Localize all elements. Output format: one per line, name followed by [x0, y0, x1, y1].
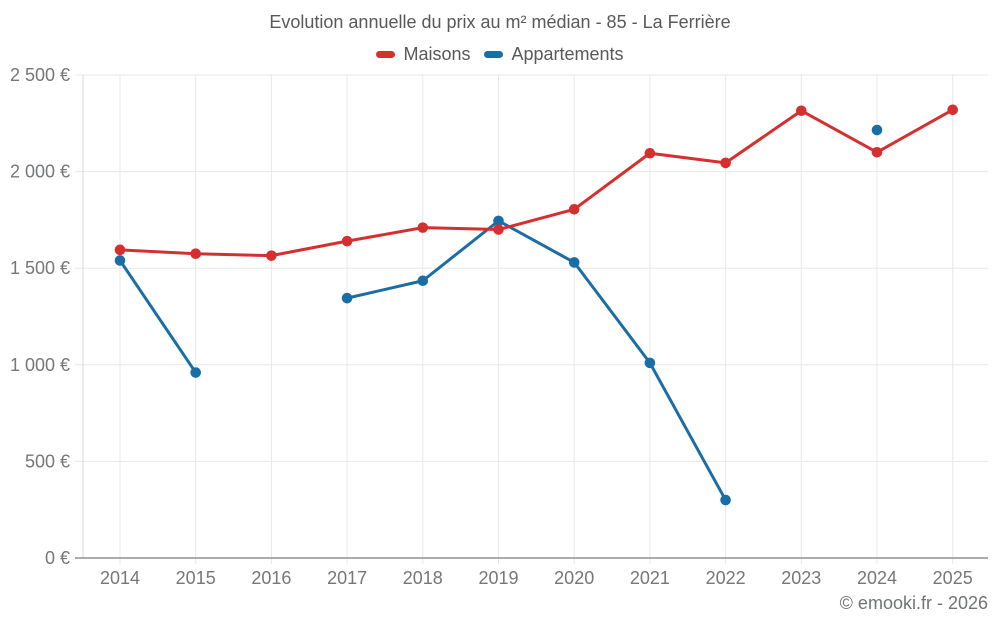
appartements-data-point: [417, 275, 429, 287]
x-axis-tick-label: 2016: [251, 568, 291, 588]
appartements-series-marker-icon: [484, 51, 504, 58]
appartements-data-point: [114, 255, 126, 266]
y-axis-tick-label: 2 000 €: [10, 162, 70, 182]
maisons-data-point: [871, 146, 883, 158]
x-axis-tick-label: 2023: [781, 568, 821, 588]
y-axis-tick-label: 1 500 €: [10, 258, 70, 278]
appartements-data-point: [871, 124, 883, 136]
legend-item-maisons[interactable]: Maisons: [376, 44, 470, 65]
appartements-series-line: [345, 219, 728, 502]
appartements-data-point: [720, 494, 731, 506]
x-axis-tick-label: 2019: [478, 568, 518, 588]
appartements-data-point: [190, 367, 201, 378]
maisons-data-point: [417, 222, 429, 233]
chart-title: Evolution annuelle du prix au m² médian …: [269, 12, 731, 32]
appartements-data-point: [568, 257, 580, 268]
x-axis-tick-label: 2015: [176, 568, 216, 588]
x-axis-tick-label: 2020: [554, 568, 594, 588]
x-axis-tick-label: 2018: [403, 568, 443, 588]
appartements-data-point: [341, 292, 353, 304]
maisons-data-point: [644, 147, 656, 159]
appartements-data-point: [644, 357, 656, 369]
maisons-data-point: [568, 203, 580, 215]
maisons-data-point: [114, 244, 126, 256]
appartements-series-line: [118, 258, 198, 375]
x-axis-tick-label: 2021: [630, 568, 670, 588]
maisons-data-point: [947, 104, 958, 116]
maisons-data-point: [190, 248, 201, 260]
maisons-series-marker-icon: [376, 51, 396, 58]
x-axis-tick-label: 2022: [706, 568, 746, 588]
y-axis-tick-label: 2 500 €: [10, 65, 70, 85]
legend-item-appartements[interactable]: Appartements: [484, 44, 624, 65]
maisons-data-point: [720, 157, 731, 169]
y-axis-tick-label: 500 €: [25, 451, 70, 471]
x-axis-tick-label: 2024: [857, 568, 897, 588]
chart-legend: Maisons Appartements: [0, 44, 1000, 65]
y-axis-tick-label: 1 000 €: [10, 355, 70, 375]
maisons-data-point: [796, 105, 807, 117]
legend-label-appartements: Appartements: [511, 44, 624, 64]
maisons-data-point: [493, 224, 504, 235]
appartements-data-point: [493, 215, 504, 227]
maisons-data-point: [266, 250, 277, 261]
copyright-credit: © emooki.fr - 2026: [839, 593, 988, 613]
maisons-data-point: [341, 235, 353, 247]
x-axis-tick-label: 2017: [327, 568, 367, 588]
y-axis-tick-label: 0 €: [45, 548, 70, 568]
x-axis-tick-label: 2014: [100, 568, 140, 588]
legend-label-maisons: Maisons: [403, 44, 471, 64]
maisons-series-line: [118, 108, 955, 258]
x-axis-tick-label: 2025: [933, 568, 973, 588]
